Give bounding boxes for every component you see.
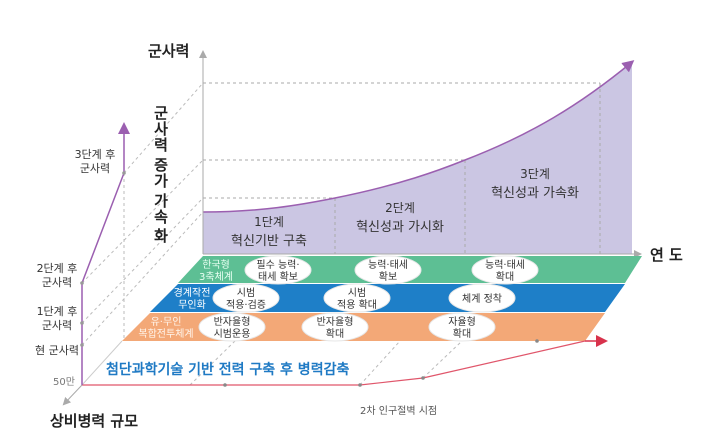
milestone: 태세 확보 (258, 271, 298, 283)
band-2-label: 무인화 (178, 299, 206, 311)
floor-caption: 첨단과학기술 기반 전력 구축 후 병력감축 (106, 361, 349, 378)
stage-1-name: 1단계 (254, 215, 284, 229)
milestone: 적용·검증 (226, 299, 266, 311)
band-2-label: 경계작전 (174, 286, 211, 299)
band-3-label: 유·무인 (151, 316, 182, 328)
baseline-points (223, 339, 539, 387)
annot-char: 증 (154, 156, 168, 174)
milestone: 능력·태세 (368, 259, 408, 271)
troop-baseline (82, 340, 586, 386)
milestone: 반자율형 (214, 316, 251, 328)
annot-char: 가 (154, 192, 168, 210)
stage1-power-label: 군사력 (42, 319, 72, 332)
current-power-label: 현 군사력 (35, 344, 79, 357)
stage3-power-label: 3단계 후 (75, 148, 116, 161)
military-power-area (203, 62, 632, 254)
vertical-annotation: 군 사 력 증 가 가 속 화 (154, 104, 168, 245)
annot-char: 화 (154, 227, 168, 245)
stage2-power-label: 군사력 (42, 276, 72, 289)
left-power-axis (81, 122, 130, 385)
band-1-label: 3축체계 (199, 271, 233, 283)
grid-lines (203, 82, 601, 254)
timeline-note: 2차 인구절벽 시점 (360, 404, 437, 417)
depth-axis (62, 384, 83, 406)
stage-labels: 1단계 혁신기반 구축 2단계 혁신성과 가시화 3단계 혁신성과 가속화 (231, 167, 579, 249)
milestone: 확대 (326, 328, 344, 340)
band-1-label: 한국형 (202, 259, 230, 271)
milestone: 자율형 (448, 316, 476, 328)
stage-3-name: 3단계 (520, 167, 550, 181)
milestone: 확대 (453, 328, 471, 340)
projection-lines (81, 82, 463, 386)
stage-3-title: 혁신성과 가속화 (491, 186, 579, 201)
milestone-texts: 필수 능력· 태세 확보 능력·태세 확보 능력·태세 확대 시범 적용·검증 … (214, 259, 525, 340)
military-power-curve (202, 60, 635, 213)
y-axis-label: 군사력 (148, 42, 189, 60)
band-labels: 한국형 3축체계 경계작전 무인화 유·무인 복합전투체계 (138, 259, 233, 340)
base-troops-label: 50만 (53, 376, 75, 388)
stage-2-title: 혁신성과 가시화 (356, 220, 444, 235)
stage-1-title: 혁신기반 구축 (231, 234, 307, 249)
x-axis-label: 연 도 (650, 246, 683, 264)
milestone: 확대 (496, 271, 514, 283)
milestone: 시범 (237, 287, 255, 299)
milestone-ellipses (198, 255, 539, 342)
annot-char: 속 (154, 208, 168, 226)
milestone: 시범운용 (214, 328, 251, 340)
milestone: 능력·태세 (485, 259, 525, 271)
milestone: 확보 (379, 271, 397, 283)
depth-axis-label: 상비병력 규모 (50, 412, 138, 430)
milestone: 반자율형 (317, 316, 354, 328)
floor-front-edge (81, 340, 123, 386)
left-axis-labels: 3단계 후 군사력 2단계 후 군사력 1단계 후 군사력 현 군사력 50만 (35, 148, 115, 388)
milestone: 시범 (348, 287, 366, 299)
annot-char: 사 (154, 120, 168, 138)
milestone: 필수 능력· (256, 259, 299, 271)
left-axis-points (80, 171, 126, 347)
milestone: 적용 확대 (337, 299, 377, 311)
milestone: 체계 정착 (462, 293, 502, 305)
stage-2-name: 2단계 (385, 201, 415, 215)
annot-char: 력 (154, 136, 168, 154)
stage2-power-label: 2단계 후 (37, 262, 78, 275)
annot-char: 가 (154, 172, 168, 190)
stage1-power-label: 1단계 후 (37, 305, 78, 318)
annot-char: 군 (154, 104, 168, 122)
stage3-power-label: 군사력 (80, 162, 110, 175)
band-3-label: 복합전투체계 (138, 328, 193, 340)
